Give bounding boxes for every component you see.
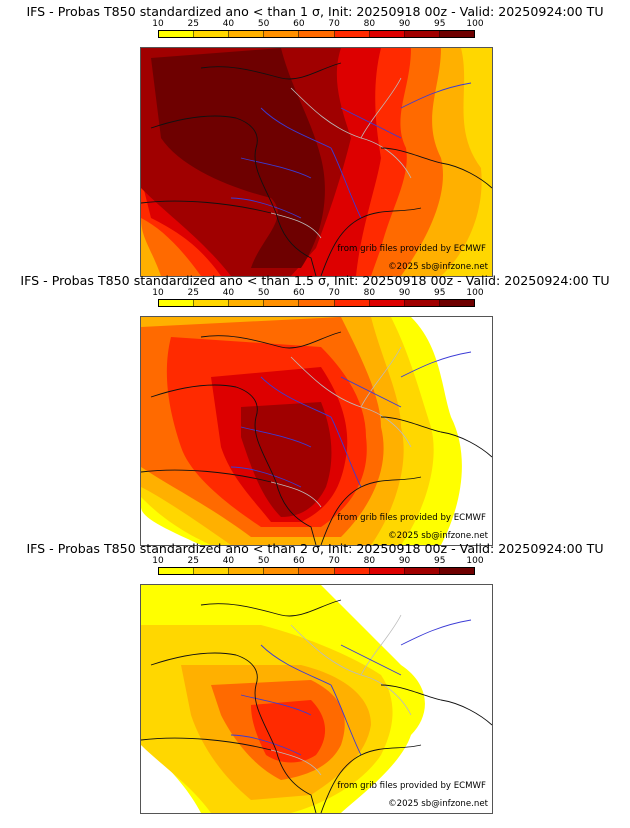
rivers [230,351,472,488]
legend-tick-label: 80 [363,556,376,566]
legend-ticks: 10 25 40 50 60 70 80 90 95 100 [152,19,483,29]
legend-tick-label: 70 [328,288,340,298]
legend-tick-label: 90 [398,556,411,566]
legend-tick-label: 25 [187,288,199,298]
legend-tick-label: 100 [466,288,484,298]
legend-color-cell [194,300,230,306]
panel-title: IFS - Probas T850 standardized ano < tha… [26,541,604,556]
color-legend [158,299,475,307]
legend-tick-label: 10 [152,556,164,566]
legend-color-cell [264,300,300,306]
rivers [230,82,472,219]
legend-tick-label: 40 [222,556,235,566]
legend-ticks: 10 25 40 50 60 70 80 90 95 100 [152,556,483,566]
legend-tick-label: 25 [187,19,199,29]
credit-copyright: ©2025 sb@infzone.net [388,799,488,809]
legend-color-cell [229,31,265,37]
legend-tick-label: 40 [222,19,235,29]
legend-tick-label: 40 [222,288,235,298]
legend-color-cell [159,300,195,306]
probability-contour [151,48,325,268]
legend-color-cell [229,300,265,306]
panel-3: IFS - Probas T850 standardized ano < tha… [0,541,630,814]
legend-tick-label: 95 [434,19,446,29]
probability-map: from grib files provided by ECMWF ©2025 … [140,47,493,277]
legend-color-cell [369,568,405,574]
legend-color-cell [404,300,440,306]
map-canvas [141,585,492,813]
legend-color-cell [194,568,230,574]
probability-map: from grib files provided by ECMWF ©2025 … [140,316,493,546]
legend-color-cell [369,300,405,306]
coastline [141,599,492,813]
legend-tick-label: 60 [293,556,305,566]
legend-tick-label: 60 [293,19,305,29]
legend-color-cell [159,31,195,37]
credit-copyright: ©2025 sb@infzone.net [388,262,488,272]
legend-tick-label: 100 [466,556,484,566]
legend-tick-label: 10 [152,19,164,29]
legend-color-cell [404,31,440,37]
coastline [141,62,492,276]
credit-source: from grib files provided by ECMWF [337,513,486,523]
legend-tick-label: 80 [363,19,376,29]
legend-tick-label: 100 [466,19,484,29]
probability-contour [251,700,326,763]
legend-color-cell [159,568,195,574]
legend-color-cell [404,568,440,574]
legend-color-cell [439,300,474,306]
probability-map: from grib files provided by ECMWF ©2025 … [140,584,493,814]
legend-color-cell [299,31,335,37]
legend-color-cell [194,31,230,37]
panel-title: IFS - Probas T850 standardized ano < tha… [26,4,604,19]
rivers [230,619,472,756]
legend-color-cell [264,31,300,37]
panel-1: IFS - Probas T850 standardized ano < tha… [0,4,630,277]
legend-tick-label: 10 [152,288,164,298]
legend-tick-label: 50 [257,19,270,29]
legend-tick-label: 60 [293,288,305,298]
legend-tick-label: 80 [363,288,376,298]
legend-color-cell [334,31,370,37]
legend-color-cell [334,568,370,574]
legend-tick-label: 95 [434,556,446,566]
legend-color-cell [299,568,335,574]
legend-tick-label: 50 [257,556,270,566]
panel-2: IFS - Probas T850 standardized ano < tha… [0,273,630,546]
map-canvas [141,317,492,545]
map-canvas [141,48,492,276]
legend-tick-label: 50 [257,288,270,298]
credit-source: from grib files provided by ECMWF [337,781,486,791]
legend-tick-label: 90 [398,19,411,29]
legend-tick-label: 90 [398,288,411,298]
panel-title: IFS - Probas T850 standardized ano < tha… [20,273,610,288]
legend-color-cell [229,568,265,574]
legend-color-cell [439,568,474,574]
coastline [141,331,492,545]
legend-tick-label: 70 [328,19,340,29]
legend-color-cell [264,568,300,574]
legend-tick-label: 95 [434,288,446,298]
credit-source: from grib files provided by ECMWF [337,244,486,254]
color-legend [158,30,475,38]
color-legend [158,567,475,575]
legend-ticks: 10 25 40 50 60 70 80 90 95 100 [152,288,483,298]
legend-color-cell [369,31,405,37]
legend-tick-label: 70 [328,556,340,566]
legend-color-cell [439,31,474,37]
probability-contour [241,402,332,517]
legend-tick-label: 25 [187,556,199,566]
credit-copyright: ©2025 sb@infzone.net [388,531,488,541]
legend-color-cell [299,300,335,306]
legend-color-cell [334,300,370,306]
